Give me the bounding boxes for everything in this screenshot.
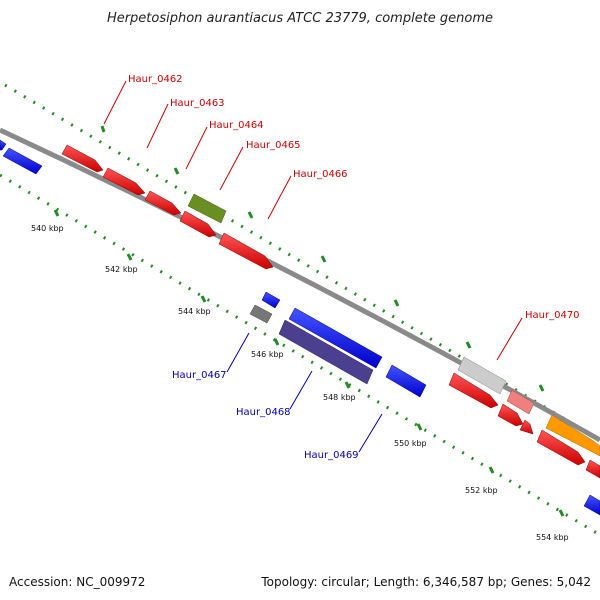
gene-label-haur-0462[interactable]: Haur_0462 — [128, 74, 183, 85]
gene-arrow[interactable] — [385, 364, 427, 398]
gene-arrow[interactable] — [179, 210, 217, 238]
gene-arrow[interactable] — [218, 232, 274, 270]
gene-label-haur-0466[interactable]: Haur_0466 — [293, 169, 348, 180]
inner-tick-track — [0, 173, 600, 537]
topology-summary: Topology: circular; Length: 6,346,587 bp… — [260, 575, 591, 589]
accession-text: Accession: NC_009972 — [9, 575, 145, 589]
reverse-callouts — [226, 332, 383, 453]
scale-label-542: 542 kbp — [105, 265, 138, 274]
gene-label-haur-0470[interactable]: Haur_0470 — [525, 310, 580, 321]
gene-arrow[interactable] — [0, 139, 7, 151]
gene-label-haur-0463[interactable]: Haur_0463 — [170, 98, 225, 109]
gene-arrow[interactable] — [545, 414, 600, 457]
outer-major-ticks — [100, 125, 545, 392]
gene-arrow[interactable] — [497, 403, 524, 427]
scale-label-550: 550 kbp — [394, 439, 427, 448]
gene-arrow[interactable] — [457, 356, 507, 395]
gene-arrow[interactable] — [261, 291, 281, 309]
scale-label-540: 540 kbp — [31, 224, 64, 233]
forward-callouts — [103, 80, 523, 361]
gene-label-haur-0465[interactable]: Haur_0465 — [246, 140, 301, 151]
scale-label-554: 554 kbp — [536, 533, 569, 542]
gene-arrow[interactable] — [519, 419, 534, 435]
scale-label-552: 552 kbp — [465, 486, 498, 495]
gene-arrow[interactable] — [102, 167, 146, 196]
gene-arrow[interactable] — [585, 459, 600, 479]
forward-strand-genes — [61, 144, 600, 479]
gene-label-haur-0464[interactable]: Haur_0464 — [209, 120, 264, 131]
gene-arrow[interactable] — [2, 147, 43, 175]
map-title: Herpetosiphon aurantiacus ATCC 23779, co… — [107, 11, 493, 26]
forward-gene-labels: Haur_0462 Haur_0463 Haur_0464 Haur_0465 … — [128, 74, 580, 321]
gene-label-haur-0468[interactable]: Haur_0468 — [236, 407, 291, 418]
gene-arrow[interactable] — [278, 319, 374, 385]
gene-arrow[interactable] — [583, 494, 600, 516]
scale-label-548: 548 kbp — [323, 393, 356, 402]
gene-arrow[interactable] — [187, 193, 227, 224]
gene-arrow[interactable] — [506, 389, 535, 415]
reverse-gene-labels: Haur_0467 Haur_0468 Haur_0469 — [172, 370, 359, 461]
gene-arrow[interactable] — [144, 190, 182, 216]
gene-arrow[interactable] — [448, 372, 499, 409]
scale-label-544: 544 kbp — [178, 307, 211, 316]
gene-arrow[interactable] — [249, 304, 273, 324]
gene-arrow[interactable] — [536, 429, 586, 466]
scale-labels: 540 kbp 542 kbp 544 kbp 546 kbp 548 kbp … — [31, 224, 569, 542]
gene-label-haur-0467[interactable]: Haur_0467 — [172, 370, 227, 381]
scale-label-546: 546 kbp — [251, 350, 284, 359]
gene-arrow[interactable] — [61, 144, 104, 173]
gene-arrow[interactable] — [288, 307, 383, 369]
reverse-strand-genes — [0, 139, 600, 516]
major-ticks — [53, 209, 565, 517]
gene-label-haur-0469[interactable]: Haur_0469 — [304, 450, 359, 461]
